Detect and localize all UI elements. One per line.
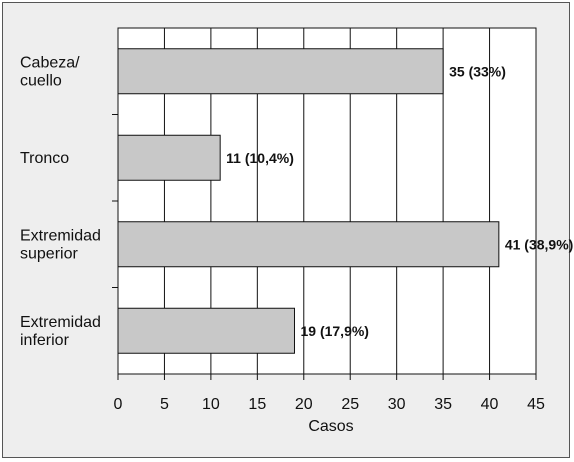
x-tick-label: 30 — [388, 396, 406, 413]
x-tick-label: 15 — [248, 396, 266, 413]
data-label: 35 (33%) — [449, 63, 506, 79]
x-tick-label: 10 — [202, 396, 220, 413]
data-label: 19 (17,9%) — [300, 323, 368, 339]
x-tick-label: 35 — [434, 396, 452, 413]
category-label: Cabeza/ — [20, 54, 80, 71]
x-tick-label: 20 — [295, 396, 313, 413]
category-label: Extremidad — [20, 314, 101, 331]
x-tick-label: 40 — [481, 396, 499, 413]
category-label: Tronco — [20, 150, 69, 167]
bar — [117, 134, 221, 181]
bar — [117, 48, 444, 95]
x-tick-label: 25 — [341, 396, 359, 413]
category-label: cuello — [20, 72, 62, 89]
category-label: superior — [20, 245, 78, 262]
data-label: 41 (38,9%) — [505, 236, 573, 252]
bar — [117, 307, 295, 354]
x-tick-label: 5 — [160, 396, 169, 413]
category-label: inferior — [20, 332, 70, 349]
x-tick-label: 0 — [114, 396, 123, 413]
category-label: Extremidad — [20, 227, 101, 244]
x-axis-title: Casos — [308, 418, 353, 435]
bar — [117, 221, 500, 268]
x-tick-label: 45 — [527, 396, 545, 413]
data-label: 11 (10,4%) — [226, 150, 294, 166]
